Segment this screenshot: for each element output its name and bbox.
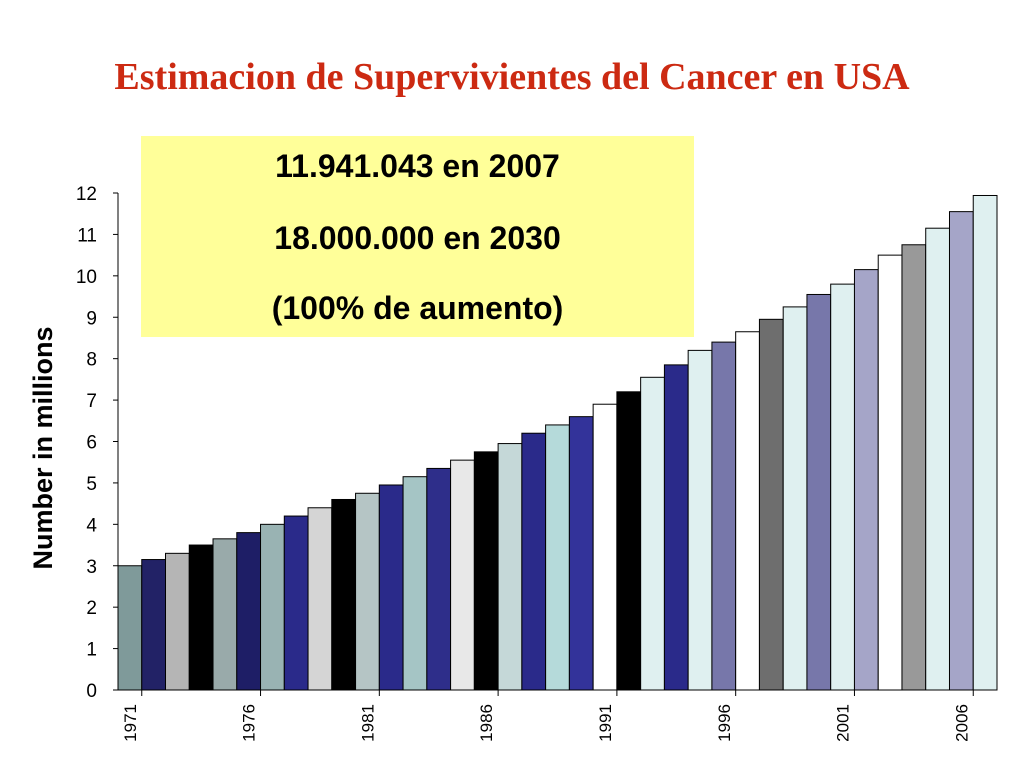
bar-1983	[402, 476, 428, 691]
bar-2007	[972, 194, 998, 691]
y-tick-label: 8	[86, 350, 97, 371]
bar-1985	[450, 459, 475, 691]
bar-2000	[806, 293, 832, 691]
bar-1990	[568, 416, 594, 691]
bar-1978	[283, 515, 309, 691]
y-tick-label: 0	[86, 681, 97, 702]
bar-2003	[877, 254, 903, 691]
bar-1976	[236, 532, 262, 691]
bar-1999	[782, 306, 808, 691]
y-tick-label: 2	[86, 598, 97, 619]
callout-line-3: (100% de aumento)	[271, 290, 564, 326]
x-tick-label: 1996	[715, 704, 734, 742]
bar-1981	[355, 492, 380, 691]
callout-line-2: 18.000.000 en 2030	[274, 220, 561, 256]
bar-1989	[545, 424, 570, 691]
bar-1994	[663, 364, 689, 691]
bar-1979	[307, 507, 333, 691]
bar-1972	[141, 559, 167, 691]
x-tick-label: 2006	[952, 704, 971, 742]
x-tick-label: 1986	[477, 704, 496, 742]
bars-group	[117, 194, 998, 691]
x-tick-label: 2001	[834, 704, 853, 742]
bar-1987	[497, 443, 523, 691]
x-tick-label: 1971	[121, 704, 140, 742]
y-axis-label: Number in millions	[28, 326, 58, 569]
bar-1996	[711, 341, 737, 691]
bar-1986	[473, 451, 499, 691]
bar-1971	[117, 565, 143, 691]
bar-1998	[758, 318, 784, 691]
x-tick-label: 1976	[240, 704, 259, 742]
y-tick-label: 6	[86, 433, 97, 454]
bar-1991	[592, 403, 618, 691]
bar-1977	[260, 523, 285, 691]
bar-1997	[735, 331, 760, 691]
bar-1982	[378, 484, 404, 691]
bar-1974	[188, 544, 214, 691]
bar-2002	[853, 269, 879, 691]
bar-1973	[165, 552, 190, 691]
bar-1984	[426, 467, 452, 691]
bar-1988	[521, 432, 547, 691]
y-tick-label: 9	[86, 308, 97, 329]
chart-title: Estimacion de Supervivientes del Cancer …	[114, 56, 910, 98]
x-tick-label: 1991	[596, 704, 615, 742]
y-tick-label: 12	[76, 184, 97, 205]
bar-2005	[925, 227, 950, 691]
bar-2001	[830, 283, 855, 691]
y-tick-label: 4	[86, 515, 97, 536]
bar-2004	[901, 244, 927, 691]
bar-1993	[640, 376, 665, 691]
y-tick-label: 7	[86, 391, 97, 412]
bar-2006	[948, 211, 974, 691]
y-tick-label: 1	[86, 640, 97, 661]
bar-1975	[212, 538, 238, 691]
x-tick-label: 1981	[358, 704, 377, 742]
callout-line-1: 11.941.043 en 2007	[275, 148, 560, 184]
y-tick-label: 5	[86, 474, 97, 495]
bar-1980	[331, 498, 357, 691]
y-tick-label: 10	[76, 267, 97, 288]
y-tick-label: 11	[77, 225, 97, 246]
bar-1992	[616, 391, 642, 691]
bar-1995	[687, 349, 713, 691]
y-tick-label: 3	[86, 557, 97, 578]
callout-box: 11.941.043 en 2007 18.000.000 en 2030 (1…	[141, 136, 694, 337]
